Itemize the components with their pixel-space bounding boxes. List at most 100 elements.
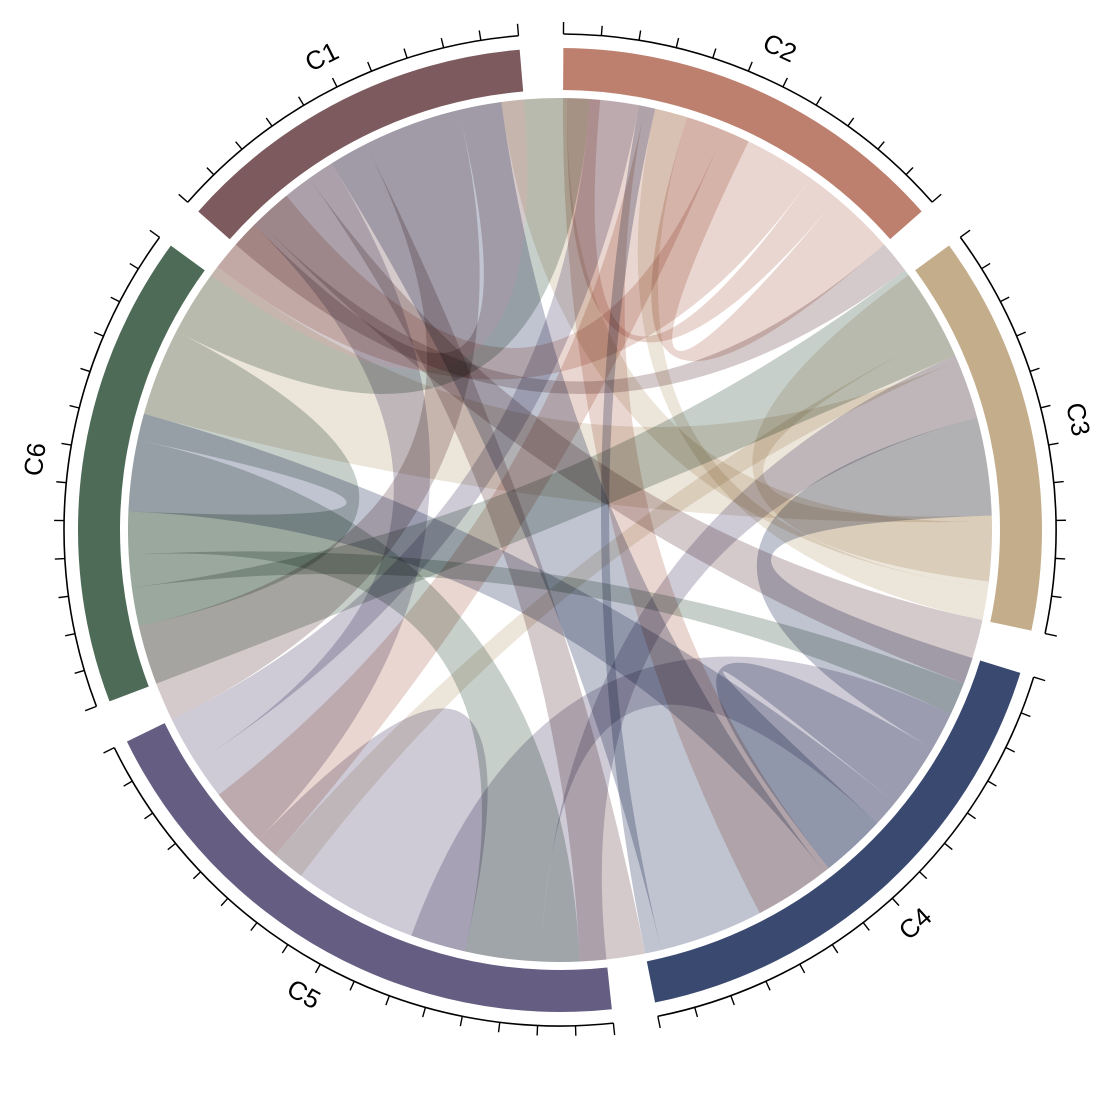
axis-tick bbox=[84, 705, 97, 712]
axis-tick bbox=[93, 331, 104, 337]
axis-tick bbox=[712, 48, 717, 59]
axis-tick bbox=[298, 96, 305, 106]
axis-tick bbox=[694, 1007, 699, 1018]
axis-tick bbox=[110, 296, 120, 303]
axis-tick bbox=[831, 944, 839, 954]
axis-tick bbox=[478, 30, 482, 41]
axis-tick bbox=[385, 995, 390, 1006]
axis-tick bbox=[891, 897, 900, 907]
axis-tick bbox=[331, 77, 338, 88]
axis-tick bbox=[250, 922, 258, 931]
ribbon-c6-c1 bbox=[176, 97, 590, 394]
sector-band-c4 bbox=[646, 660, 1021, 1003]
ribbon-c3-c5 bbox=[143, 266, 992, 523]
axis-tick bbox=[58, 595, 69, 599]
ribbon-layer bbox=[128, 97, 992, 963]
ribbon-c2-c1 bbox=[651, 117, 885, 362]
axis-tick bbox=[987, 780, 997, 787]
axis-tick bbox=[314, 963, 321, 974]
sector-band-c6 bbox=[77, 245, 205, 702]
ribbon-c1-c4 bbox=[309, 144, 646, 962]
axis-tick bbox=[167, 842, 176, 851]
sector-band-c1 bbox=[198, 49, 524, 240]
ribbon-c5-c1 bbox=[171, 99, 640, 763]
axis-tick bbox=[730, 995, 735, 1006]
ribbon-c6-c5 bbox=[128, 331, 360, 627]
axis-tick bbox=[56, 481, 67, 484]
axis-tick bbox=[235, 141, 243, 150]
axis-c5 bbox=[113, 747, 614, 1027]
sector-label-c6: C6 bbox=[18, 441, 52, 478]
axis-tick bbox=[123, 780, 133, 787]
axis-tick bbox=[600, 25, 603, 36]
axis-tick bbox=[265, 117, 273, 127]
ribbon-c3-c1 bbox=[637, 108, 989, 621]
axis-tick bbox=[69, 404, 80, 409]
axis-c6 bbox=[63, 236, 161, 707]
sector-label-c3: C3 bbox=[1060, 400, 1096, 439]
sector-label-c1: C1 bbox=[300, 36, 343, 78]
axis-tick bbox=[149, 229, 160, 238]
axis-tick bbox=[862, 922, 870, 931]
axis-tick bbox=[1000, 296, 1010, 303]
axis-tick bbox=[206, 167, 215, 176]
axis-tick bbox=[440, 37, 445, 49]
axis-tick bbox=[944, 842, 953, 851]
axis-c2 bbox=[563, 33, 933, 203]
axis-tick bbox=[516, 23, 520, 36]
axis-tick bbox=[129, 262, 139, 270]
ribbon-c5-c4 bbox=[258, 708, 488, 952]
axis-tick bbox=[54, 557, 65, 560]
axis-tick bbox=[220, 897, 229, 907]
axis-tick bbox=[80, 367, 91, 373]
axis-tick bbox=[782, 77, 789, 88]
axis-tick bbox=[847, 117, 855, 127]
sector-label-c4: C4 bbox=[893, 901, 938, 946]
axis-tick bbox=[612, 1023, 616, 1036]
sector-label-c2: C2 bbox=[759, 27, 802, 68]
axis-tick bbox=[1053, 480, 1064, 484]
axis-tick bbox=[74, 669, 85, 674]
sector-label-c5: C5 bbox=[282, 973, 326, 1015]
axis-tick bbox=[931, 193, 942, 203]
sector-band-c2 bbox=[563, 48, 922, 240]
axis-tick bbox=[144, 812, 154, 820]
axis-tick bbox=[422, 1007, 427, 1018]
axis-tick bbox=[1040, 404, 1051, 409]
sector-layer bbox=[77, 48, 1042, 1012]
axis-tick bbox=[966, 812, 976, 820]
axis-tick bbox=[1033, 676, 1046, 682]
axis-tick bbox=[1020, 712, 1031, 718]
axis-tick bbox=[918, 871, 928, 880]
axis-layer bbox=[54, 22, 1066, 1036]
axis-tick bbox=[747, 61, 753, 72]
axis-tick bbox=[403, 48, 408, 59]
axis-tick bbox=[103, 747, 115, 754]
axis-tick bbox=[657, 1016, 661, 1029]
axis-tick bbox=[192, 871, 202, 880]
axis-tick bbox=[459, 1016, 463, 1027]
axis-c3 bbox=[959, 236, 1057, 634]
axis-tick bbox=[349, 981, 355, 991]
axis-tick bbox=[1044, 632, 1057, 637]
sector-band-c5 bbox=[126, 723, 612, 1012]
axis-tick bbox=[981, 262, 991, 270]
axis-c4 bbox=[657, 676, 1035, 1018]
axis-tick bbox=[178, 193, 189, 203]
axis-tick bbox=[1029, 367, 1040, 373]
axis-tick bbox=[1016, 331, 1026, 337]
ribbon-c3-c4 bbox=[275, 331, 958, 876]
axis-tick bbox=[1005, 746, 1016, 753]
axis-tick bbox=[959, 229, 971, 238]
axis-tick bbox=[367, 61, 373, 72]
ribbon-c1-c6 bbox=[211, 99, 528, 370]
axis-tick bbox=[1055, 557, 1066, 560]
axis-tick bbox=[815, 96, 822, 106]
axis-tick bbox=[1048, 442, 1059, 446]
axis-tick bbox=[905, 167, 914, 176]
axis-tick bbox=[638, 30, 642, 41]
axis-tick bbox=[65, 632, 76, 637]
axis-tick bbox=[281, 944, 289, 954]
axis-tick bbox=[497, 1022, 501, 1033]
